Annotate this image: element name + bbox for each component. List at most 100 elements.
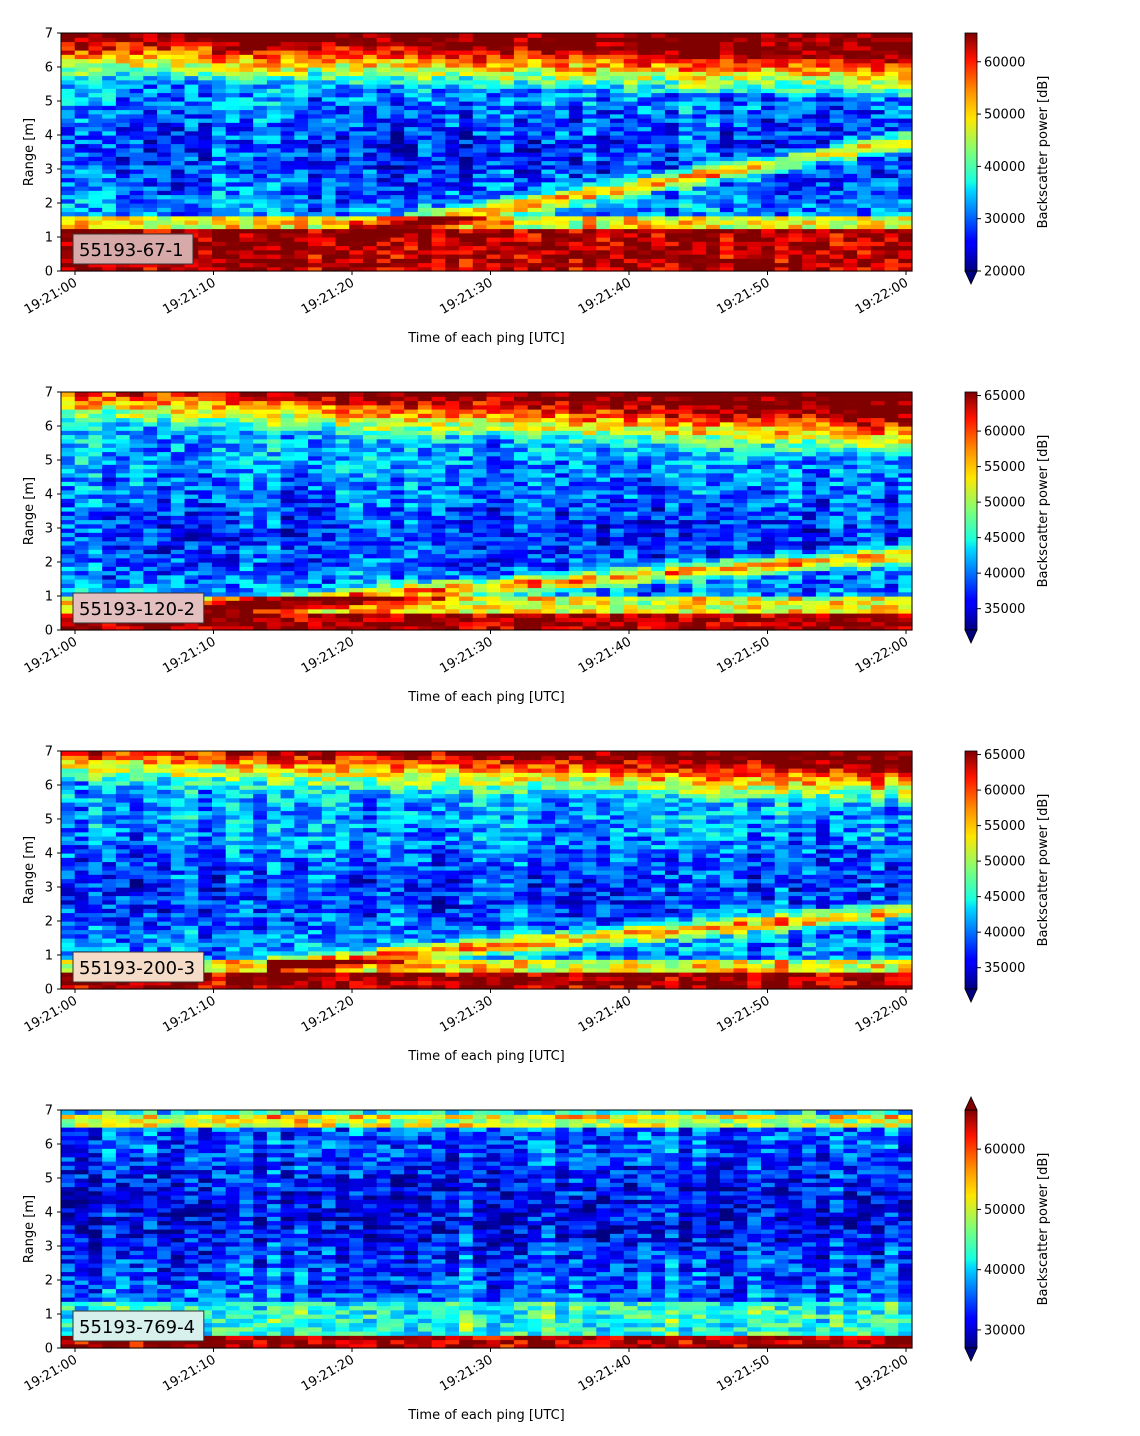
heatmap-cell (390, 224, 405, 230)
heatmap-cell (61, 625, 76, 631)
heatmap-cell (568, 169, 584, 174)
heatmap-cell (280, 562, 295, 567)
heatmap-cell (459, 109, 474, 115)
heatmap-cell (143, 79, 158, 85)
heatmap-cell (157, 540, 172, 546)
heatmap-cell (239, 220, 254, 225)
heatmap-cell (664, 258, 680, 264)
heatmap-cell (129, 438, 144, 444)
heatmap-cell (582, 220, 597, 225)
heatmap-cell (541, 237, 556, 242)
heatmap-cell (74, 413, 90, 419)
heatmap-cell (747, 139, 762, 145)
heatmap-cell (308, 545, 323, 550)
heatmap-cell (129, 113, 144, 119)
heatmap-cell (253, 409, 268, 414)
heatmap-cell (198, 254, 213, 259)
heatmap-cell (225, 67, 241, 72)
heatmap-cell (294, 430, 309, 436)
heatmap-cell (541, 101, 556, 106)
heatmap-cell (170, 211, 186, 217)
heatmap-cell (664, 62, 680, 68)
heatmap-cell (788, 79, 803, 85)
heatmap-cell (445, 45, 460, 51)
heatmap-cell (211, 186, 227, 191)
heatmap-cell (417, 122, 433, 128)
heatmap-cell (143, 625, 158, 631)
heatmap-cell (335, 447, 350, 453)
heatmap-cell (417, 258, 433, 264)
colorbar-extend-min (964, 270, 978, 285)
heatmap-cell (404, 540, 419, 546)
heatmap-cell (390, 519, 405, 525)
heatmap-cell (266, 41, 282, 47)
heatmap-cell (623, 147, 639, 153)
heatmap-cell (362, 215, 378, 221)
heatmap-cell (308, 122, 323, 128)
heatmap-cell (198, 220, 213, 225)
heatmap-cell (184, 67, 199, 72)
heatmap-cell (308, 566, 323, 572)
heatmap-cell (61, 194, 76, 200)
heatmap-cell (390, 54, 405, 60)
heatmap-cell (459, 198, 474, 204)
heatmap-cell (390, 122, 405, 128)
heatmap-cell (349, 241, 364, 247)
heatmap-cell (623, 245, 639, 251)
heatmap-cell (211, 152, 227, 157)
heatmap-cell (596, 228, 611, 234)
heatmap-cell (129, 570, 144, 576)
heatmap-cell (211, 600, 227, 606)
heatmap-cell (170, 536, 186, 542)
heatmap-cell (266, 583, 282, 589)
heatmap-cell (582, 207, 597, 213)
heatmap-cell (829, 152, 844, 157)
heatmap-cell (321, 468, 337, 474)
heatmap-cell (472, 194, 488, 200)
heatmap-cell (280, 84, 295, 89)
heatmap-cell (61, 494, 76, 499)
heatmap-cell (527, 118, 543, 123)
heatmap-cell (664, 147, 680, 153)
heatmap-cell (719, 122, 735, 128)
heatmap-cell (225, 207, 241, 213)
heatmap-cell (568, 211, 584, 217)
heatmap-cell (74, 566, 90, 572)
heatmap-cell (445, 62, 460, 68)
heatmap-cell (362, 540, 378, 546)
heatmap-cell (349, 198, 364, 204)
heatmap-cell (431, 262, 446, 268)
heatmap-cell (664, 75, 680, 81)
heatmap-cell (362, 109, 378, 115)
heatmap-cell (321, 485, 337, 491)
heatmap-cell (253, 228, 268, 234)
heatmap-cell (417, 143, 433, 149)
heatmap-cell (500, 50, 515, 55)
heatmap-cell (362, 249, 378, 255)
heatmap-cell (788, 194, 803, 200)
heatmap-cell (733, 241, 748, 247)
heatmap-cell (404, 557, 419, 563)
heatmap-cell (129, 96, 144, 102)
heatmap-cell (555, 211, 570, 217)
heatmap-cell (170, 477, 186, 482)
heatmap-cell (349, 75, 364, 81)
heatmap-cell (280, 96, 295, 102)
heatmap-cell (308, 71, 323, 77)
heatmap-cell (678, 67, 693, 72)
heatmap-cell (266, 96, 282, 102)
heatmap-cell (349, 113, 364, 119)
heatmap-cell (417, 220, 433, 225)
heatmap-cell (280, 105, 295, 111)
heatmap-cell (596, 245, 611, 251)
heatmap-cell (719, 160, 735, 166)
heatmap-cell (761, 41, 776, 47)
heatmap-cell (294, 245, 309, 251)
heatmap-cell (102, 413, 117, 419)
heatmap-cell (637, 62, 652, 68)
heatmap-cell (61, 485, 76, 491)
heatmap-cell (870, 249, 886, 255)
heatmap-cell (198, 451, 213, 457)
heatmap-cell (184, 224, 199, 230)
heatmap-cell (294, 443, 309, 448)
